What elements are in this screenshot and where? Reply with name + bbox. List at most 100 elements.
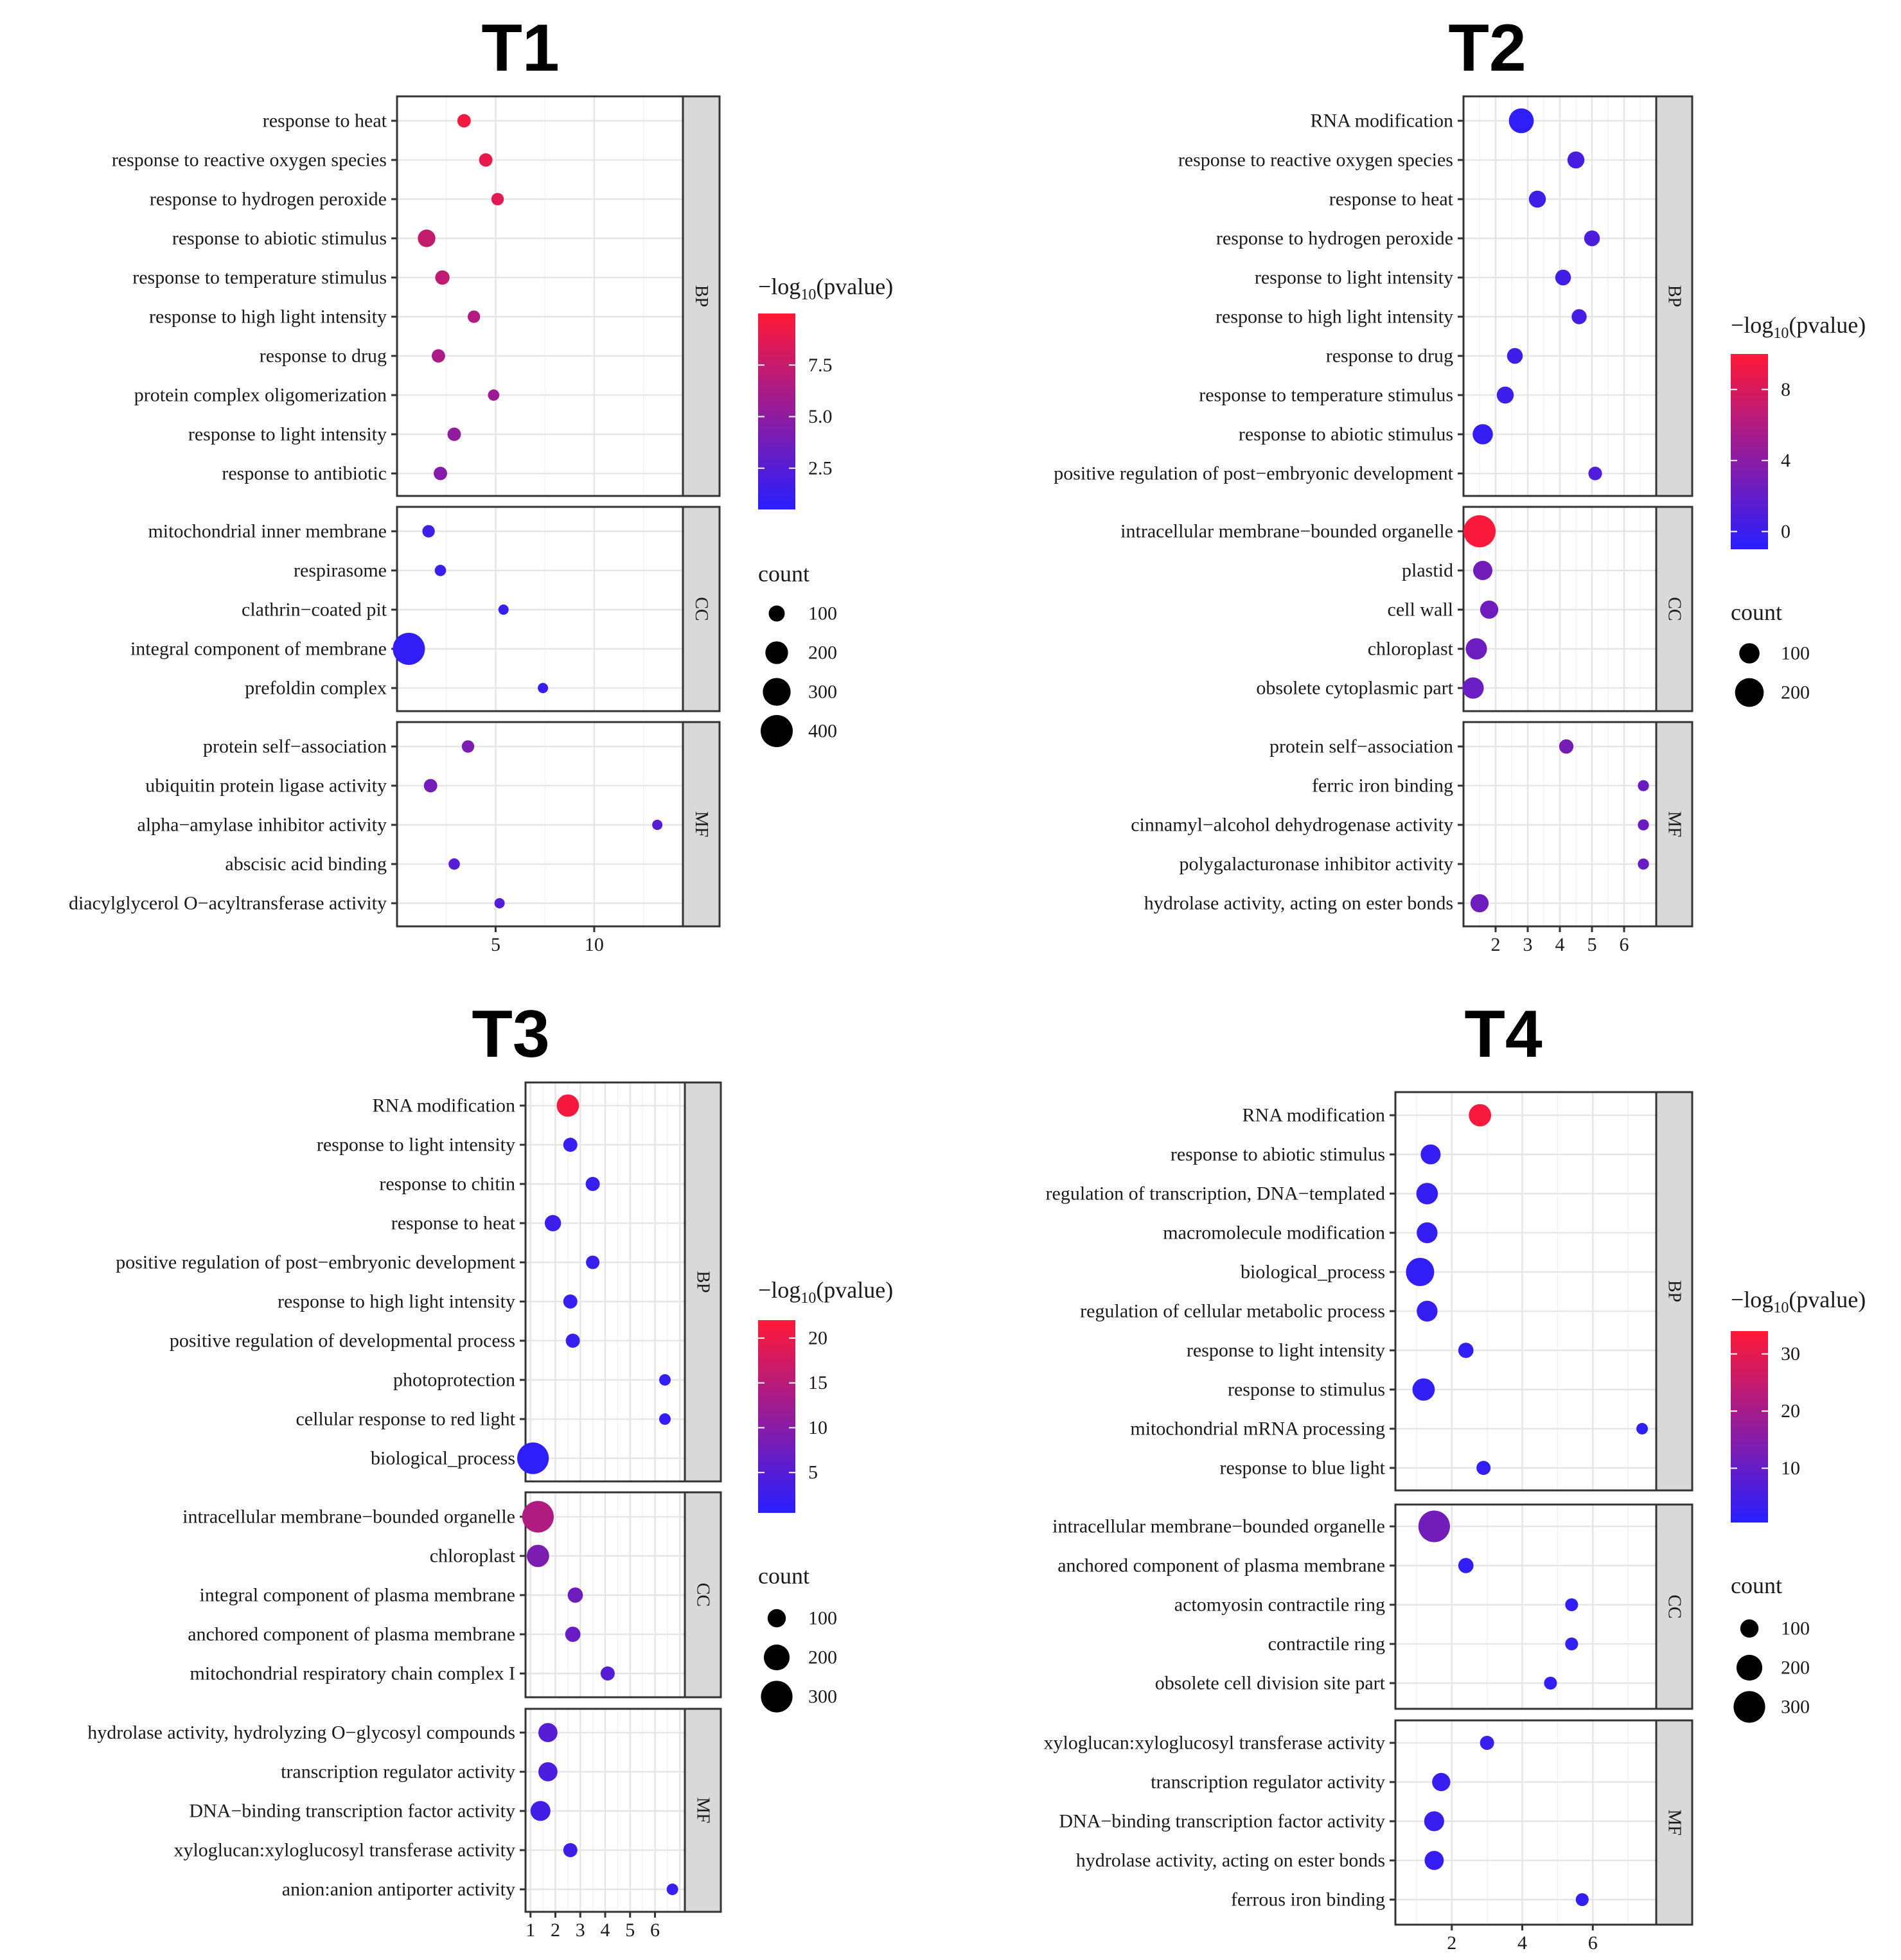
data-point xyxy=(1470,894,1489,913)
facet-bp: BP RNA modification response to abiotic st… xyxy=(1046,1091,1693,1492)
facet-strip-label: MF xyxy=(691,811,711,837)
facet-cc: CC intracellular membrane−bounded organel… xyxy=(1120,506,1693,712)
term-label: chloroplast xyxy=(1368,639,1454,660)
facet-strip xyxy=(1655,1091,1693,1492)
data-point xyxy=(652,820,663,830)
data-point xyxy=(423,779,438,793)
facet-strip-label: MF xyxy=(1665,811,1684,837)
term-label: respirasome xyxy=(294,560,387,581)
data-point xyxy=(1458,1343,1474,1358)
color-bar-label: 10 xyxy=(808,1417,827,1438)
data-point xyxy=(563,1294,578,1309)
data-point xyxy=(1417,1300,1438,1322)
data-point xyxy=(659,1374,671,1386)
data-point xyxy=(434,466,447,481)
x-tick-label: 6 xyxy=(1620,934,1629,955)
data-point xyxy=(488,389,500,401)
data-point xyxy=(435,270,450,285)
term-label: DNA−binding transcription factor activit… xyxy=(189,1801,515,1822)
term-label: response to light intensity xyxy=(1255,267,1453,288)
size-legend-label: 200 xyxy=(1781,1657,1810,1679)
facet-strip-label: MF xyxy=(1665,1810,1684,1835)
facet-strip xyxy=(684,1708,722,1913)
term-label: plastid xyxy=(1402,560,1453,581)
data-point xyxy=(1528,190,1546,208)
term-label: protein complex oligomerization xyxy=(134,385,387,406)
facet-strip xyxy=(684,1081,722,1483)
size-legend-title: count xyxy=(758,561,809,587)
facet-mf: MF protein self−association ferric iron bi… xyxy=(1131,721,1693,928)
data-point xyxy=(544,1215,561,1232)
data-point xyxy=(1480,600,1499,619)
term-label: mitochondrial mRNA processing xyxy=(1130,1418,1385,1440)
term-label: cell wall xyxy=(1388,599,1453,621)
facet-strip xyxy=(682,95,721,497)
color-bar-label: 0 xyxy=(1781,521,1790,542)
facet-strip-label: BP xyxy=(693,1271,713,1293)
term-label: hydrolase activity, acting on ester bond… xyxy=(1144,893,1453,914)
term-label: photoprotection xyxy=(393,1370,515,1391)
facet-strip-label: MF xyxy=(693,1797,713,1823)
term-label: RNA modification xyxy=(1311,110,1453,132)
facet-strip-label: CC xyxy=(691,597,711,621)
term-label: response to high light intensity xyxy=(149,306,387,328)
facet-background xyxy=(397,96,683,496)
size-legend-title: count xyxy=(1731,599,1782,625)
size-legend-key xyxy=(761,715,793,747)
size-legend-label: 100 xyxy=(808,1608,837,1629)
term-label: intracellular membrane−bounded organelle xyxy=(1120,521,1453,542)
size-legend-label: 300 xyxy=(1781,1697,1810,1718)
term-label: response to antibiotic xyxy=(222,463,387,484)
term-label: response to high light intensity xyxy=(278,1291,515,1312)
term-label: regulation of transcription, DNA−templat… xyxy=(1046,1183,1385,1205)
facet-bp: BP RNA modification response to reactive o… xyxy=(1054,95,1693,497)
facet-strip xyxy=(1655,721,1693,928)
facet-strip xyxy=(684,1491,722,1699)
facet-mf: MF protein self−association ubiquitin prot… xyxy=(69,721,721,928)
term-label: anion:anion antiporter activity xyxy=(282,1879,515,1900)
data-point xyxy=(1465,638,1487,660)
term-label: hydrolase activity, hydrolyzing O−glycos… xyxy=(87,1722,515,1744)
data-point xyxy=(1575,1893,1589,1907)
facet-cc: CC mitochondrial inner membrane respirasom… xyxy=(130,506,721,712)
data-point xyxy=(563,1138,578,1152)
size-legend-label: 100 xyxy=(808,603,837,624)
term-label: mitochondrial respiratory chain complex … xyxy=(190,1663,516,1684)
color-legend-title: −log10(pvalue) xyxy=(1731,312,1866,342)
data-point xyxy=(538,1762,558,1781)
chart-panel-t1: T1 BP response to heat response to reactive… xyxy=(69,11,893,955)
panel-title: T4 xyxy=(1464,997,1543,1072)
term-label: contractile ring xyxy=(1268,1634,1385,1655)
facet-strip-label: CC xyxy=(1665,597,1684,621)
size-legend-title: count xyxy=(1731,1573,1782,1598)
size-legend-key xyxy=(1735,678,1764,707)
color-bar-label: 4 xyxy=(1781,450,1790,471)
term-label: intracellular membrane−bounded organelle xyxy=(1052,1516,1385,1537)
x-tick-label: 3 xyxy=(576,1920,585,1941)
term-label: xyloglucan:xyloglucosyl transferase acti… xyxy=(173,1840,515,1861)
term-label: DNA−binding transcription factor activit… xyxy=(1059,1811,1385,1832)
color-legend: −log10(pvalue) 30 20 10 xyxy=(1731,1287,1866,1523)
term-label: cellular response to red light xyxy=(296,1409,515,1430)
term-label: response to chitin xyxy=(379,1174,515,1195)
size-legend: count 100 200 300 400 xyxy=(758,561,837,747)
x-tick-label: 4 xyxy=(601,1920,610,1941)
term-label: response to heat xyxy=(1329,189,1454,210)
term-label: response to heat xyxy=(263,110,387,132)
x-tick-label: 5 xyxy=(625,1920,635,1941)
data-point xyxy=(538,1723,558,1742)
x-tick-label: 3 xyxy=(1523,934,1533,955)
size-legend-key xyxy=(767,1609,786,1628)
data-point xyxy=(1417,1222,1438,1244)
data-point xyxy=(1555,269,1571,286)
size-legend-label: 200 xyxy=(808,642,837,664)
x-tick-label: 2 xyxy=(551,1920,560,1941)
term-label: response to light intensity xyxy=(1187,1340,1385,1361)
data-point xyxy=(1544,1676,1557,1690)
size-legend-key xyxy=(1733,1691,1765,1723)
data-point xyxy=(1472,424,1493,445)
x-tick-label: 2 xyxy=(1447,1932,1456,1954)
color-bar-label: 5 xyxy=(808,1462,818,1483)
x-tick-label: 10 xyxy=(585,934,604,955)
term-label: response to hydrogen peroxide xyxy=(150,189,387,210)
